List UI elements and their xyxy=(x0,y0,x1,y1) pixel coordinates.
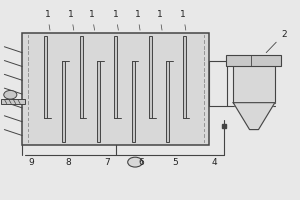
Bar xyxy=(62,61,65,142)
Bar xyxy=(44,36,47,118)
Text: 2: 2 xyxy=(266,30,286,53)
Circle shape xyxy=(128,157,142,167)
Bar xyxy=(2,99,25,104)
Text: 1: 1 xyxy=(89,10,95,30)
Polygon shape xyxy=(233,103,275,130)
Bar xyxy=(114,36,117,118)
Text: 5: 5 xyxy=(172,158,178,167)
Text: 1: 1 xyxy=(135,10,140,30)
Bar xyxy=(149,36,152,118)
Bar xyxy=(233,63,275,103)
Text: 6: 6 xyxy=(138,158,144,167)
Text: 1: 1 xyxy=(45,10,50,30)
Bar xyxy=(132,61,134,142)
Text: 1: 1 xyxy=(68,10,74,30)
Text: 1: 1 xyxy=(180,10,186,30)
Circle shape xyxy=(4,90,17,99)
Bar xyxy=(166,61,169,142)
Text: 8: 8 xyxy=(65,158,71,167)
Bar xyxy=(183,36,186,118)
Text: 1: 1 xyxy=(157,10,162,30)
Text: 7: 7 xyxy=(104,158,110,167)
Text: 9: 9 xyxy=(28,158,34,167)
Bar xyxy=(97,61,100,142)
Text: 4: 4 xyxy=(211,158,217,167)
Text: 1: 1 xyxy=(113,10,119,30)
Bar xyxy=(80,36,82,118)
Bar xyxy=(22,33,209,145)
Bar xyxy=(226,55,281,66)
